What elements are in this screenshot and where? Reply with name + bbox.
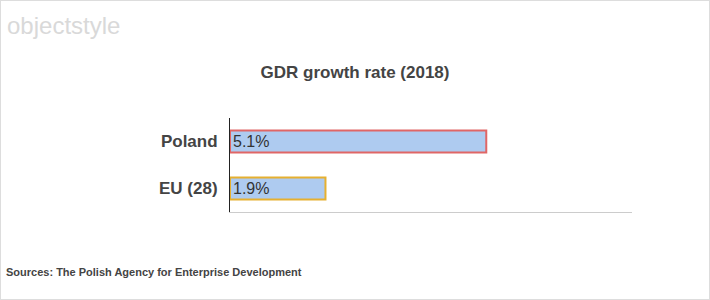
svg-text:1.9%: 1.9% (233, 180, 269, 197)
svg-text:GDR growth rate (2018): GDR growth rate (2018) (261, 63, 450, 82)
svg-text:EU (28): EU (28) (159, 179, 218, 198)
svg-text:objectstyle: objectstyle (7, 12, 120, 39)
svg-text:5.1%: 5.1% (233, 133, 269, 150)
svg-text:Poland: Poland (161, 132, 218, 151)
svg-text:Sources: The Polish Agency for: Sources: The Polish Agency for Enterpris… (6, 266, 302, 278)
